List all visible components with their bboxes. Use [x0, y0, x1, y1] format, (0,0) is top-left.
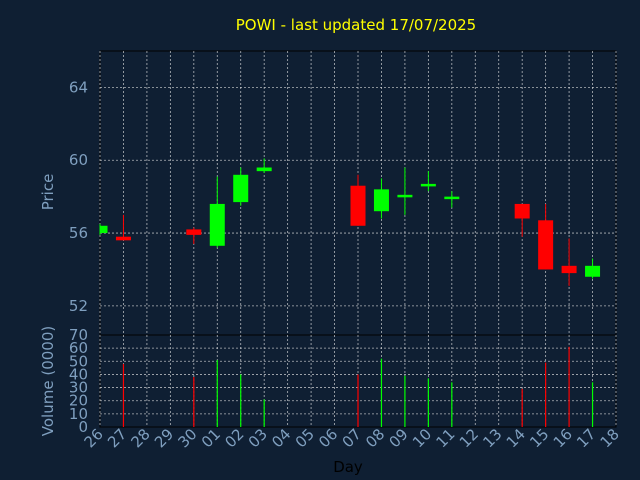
x-tick-label: 02: [221, 425, 247, 451]
price-tick-label: 52: [69, 297, 88, 315]
x-tick-label: 10: [409, 425, 435, 451]
candle-body: [444, 196, 460, 200]
x-tick-label: 14: [503, 425, 529, 451]
candle-body: [585, 265, 601, 277]
x-tick-label: 04: [268, 425, 294, 451]
x-tick-label: 18: [597, 425, 623, 451]
volume-tick-label: 30: [69, 379, 88, 397]
price-axis-title: Price: [39, 174, 57, 211]
candle-body: [186, 229, 202, 235]
x-tick-label: 27: [104, 425, 130, 451]
x-tick-label: 05: [292, 425, 318, 451]
x-tick-label: 07: [339, 425, 365, 451]
volume-tick-label: 60: [69, 339, 88, 357]
x-tick-label: 16: [550, 425, 576, 451]
candle-body: [100, 225, 108, 234]
price-tick-label: 60: [69, 151, 88, 169]
volume-tick-label: 50: [69, 352, 88, 370]
x-tick-label: 13: [479, 425, 505, 451]
x-tick-label: 30: [174, 425, 200, 451]
candle-body: [209, 203, 225, 246]
price-tick-label: 64: [69, 78, 88, 96]
candle-body: [256, 167, 272, 172]
candle-body: [420, 183, 436, 187]
candle-body: [561, 265, 577, 274]
price-tick-label: 56: [69, 224, 88, 242]
x-axis-title: Day: [333, 458, 363, 476]
candle-body: [514, 203, 530, 219]
x-tick-label: 09: [386, 425, 412, 451]
x-tick-label: 06: [315, 425, 341, 451]
volume-tick-label: 10: [69, 405, 88, 423]
x-tick-label: 03: [245, 425, 271, 451]
x-tick-label: 15: [526, 425, 552, 451]
volume-tick-label: 70: [69, 326, 88, 344]
chart-title: POWI - last updated 17/07/2025: [236, 16, 476, 34]
volume-tick-label: 0: [78, 418, 88, 436]
x-tick-label: 11: [432, 425, 458, 451]
candle-body: [350, 185, 366, 226]
x-tick-label: 29: [151, 425, 177, 451]
candle-body: [397, 194, 413, 198]
candle-body: [373, 189, 389, 212]
volume-tick-label: 40: [69, 365, 88, 383]
volume-tick-label: 20: [69, 392, 88, 410]
x-tick-label: 12: [456, 425, 482, 451]
volume-axis-title: Volume (0000): [39, 326, 57, 436]
x-axis: 2627282930010203040506070809101112131415…: [81, 425, 623, 451]
candle-body: [538, 220, 554, 270]
x-tick-label: 08: [362, 425, 388, 451]
candle-body: [115, 236, 131, 241]
price-panel: 52 56 60 64: [69, 50, 617, 336]
x-tick-label: 17: [573, 425, 599, 451]
x-tick-label: 28: [128, 425, 154, 451]
x-tick-label: 01: [198, 425, 224, 451]
candle-body: [233, 174, 249, 203]
